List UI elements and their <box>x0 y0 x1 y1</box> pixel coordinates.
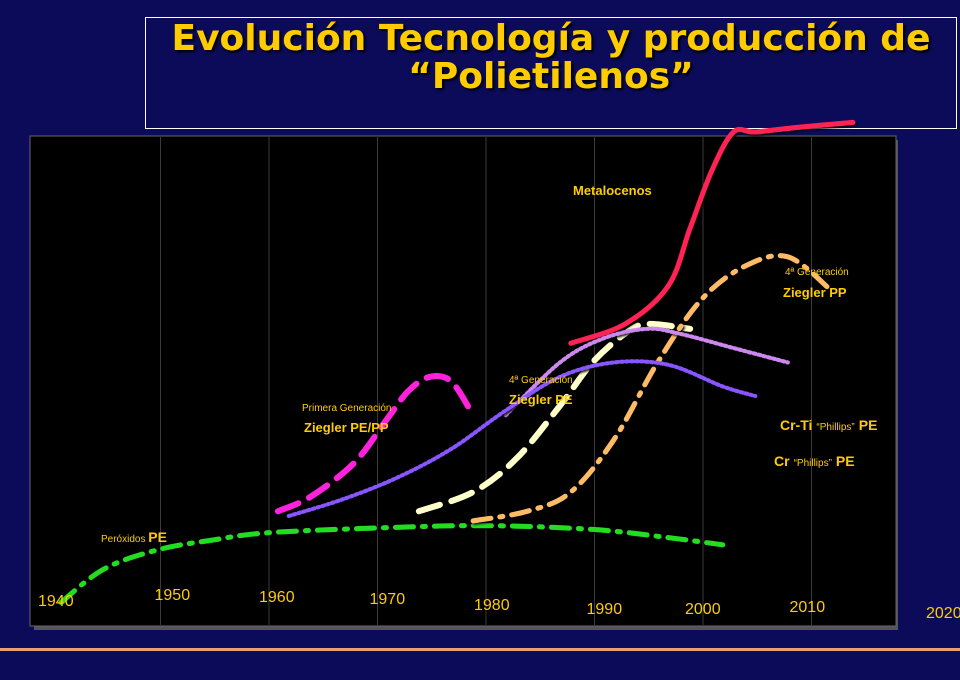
annotation-ziegler-pe-pp: Ziegler PE/PP <box>304 420 389 435</box>
title-line-2: “Polietilenos” <box>408 56 694 97</box>
bottom-rule <box>0 648 960 651</box>
annotation-4a-generacion-pe: 4ª Generación <box>509 375 573 386</box>
grid-lines <box>160 137 812 625</box>
series-line-0 <box>58 523 726 605</box>
x-tick-label-1940: 1940 <box>38 593 74 610</box>
x-tick-label-1990: 1990 <box>587 601 623 618</box>
x-tick-label-2000: 2000 <box>685 601 721 618</box>
series-line-6 <box>286 359 758 518</box>
x-tick-label-2020: 2020 <box>926 605 960 622</box>
series-line-1 <box>274 372 477 515</box>
annotation-cr-phillips-pe: Cr “Phillips” PE <box>774 453 855 469</box>
title-line-1: Evolución Tecnología y producción de <box>171 18 931 59</box>
title-box <box>145 17 957 129</box>
annotation-ziegler-pe: Ziegler PE <box>509 392 573 407</box>
x-tick-labels: 1940 1950 1960 1970 1980 1990 2000 2010 2020 <box>38 587 960 622</box>
page-title: Evolución Tecnología y producción de “Po… <box>145 20 957 96</box>
annotation-cr-ti-phillips-pe: Cr-Ti “Phillips” PE <box>780 417 877 433</box>
x-tick-label-2010: 2010 <box>790 599 826 616</box>
annotation-peroxidos: Peróxidos PE <box>101 529 167 545</box>
annotation-4a-generacion-pp: 4ª Generación <box>785 267 849 278</box>
annotation-primera-generacion: Primera Generación <box>302 403 391 414</box>
x-tick-label-1970: 1970 <box>370 591 406 608</box>
series-line-5 <box>503 326 790 418</box>
x-tick-label-1960: 1960 <box>259 589 295 606</box>
series-layer <box>58 119 856 605</box>
series-line-4 <box>568 119 856 346</box>
annotation-metalocenos: Metalocenos <box>573 183 652 198</box>
series-line-2 <box>415 320 694 515</box>
annotation-ziegler-pp: Ziegler PP <box>783 285 847 300</box>
x-tick-label-1980: 1980 <box>474 597 510 614</box>
plot-area <box>29 135 897 627</box>
x-tick-label-1950: 1950 <box>155 587 191 604</box>
